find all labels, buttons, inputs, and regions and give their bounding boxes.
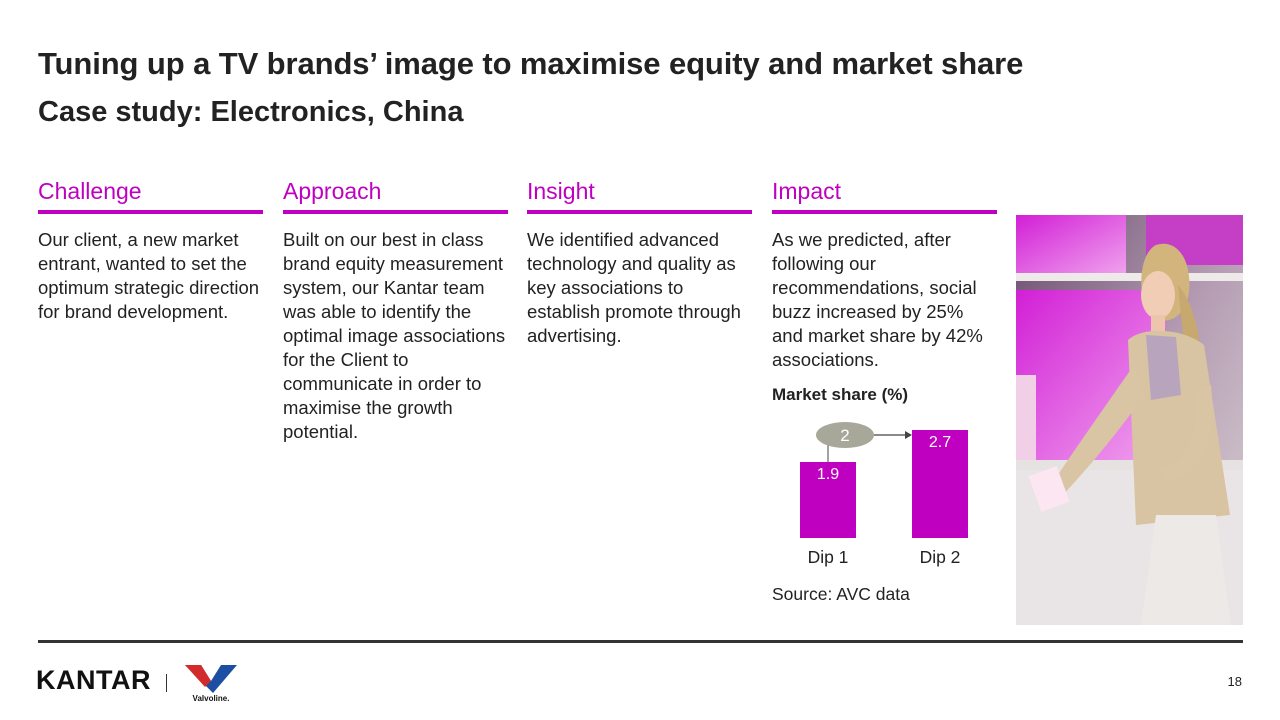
source-note: Source: AVC data: [772, 584, 910, 604]
shopper-tv-store-photo: [1016, 215, 1243, 625]
insight-column: Insight We identified advanced technolog…: [527, 176, 752, 348]
approach-text: Built on our best in class brand equity …: [283, 229, 506, 442]
page-title: Tuning up a TV brands’ image to maximise…: [38, 46, 1024, 81]
kantar-logo: KANTAR: [36, 665, 151, 695]
footer-divider: [38, 640, 1243, 643]
page-subtitle: Case study: Electronics, China: [38, 96, 464, 128]
bar-value-label-2: 2.7: [929, 434, 951, 451]
market-share-chart-svg: 1.9 Dip 1 2.7 Dip 2 2: [800, 422, 968, 567]
market-share-chart: 1.9 Dip 1 2.7 Dip 2 2: [772, 412, 1002, 572]
annotation-bubble: [816, 422, 874, 448]
insight-heading: Insight: [527, 176, 752, 214]
approach-column: Approach Built on our best in class bran…: [283, 176, 508, 444]
challenge-column: Challenge Our client, a new market entra…: [38, 176, 263, 324]
chart-title: Market share (%): [772, 385, 909, 404]
page-number: 18: [1227, 674, 1242, 689]
logo-separator: [166, 674, 167, 692]
category-label-2: Dip 2: [920, 547, 961, 567]
challenge-heading: Challenge: [38, 176, 263, 214]
impact-heading: Impact: [772, 176, 997, 214]
bar-value-label-1: 1.9: [817, 466, 839, 483]
annotation-label: 2: [840, 426, 849, 445]
approach-heading: Approach: [283, 176, 508, 214]
category-label-1: Dip 1: [808, 547, 849, 567]
bar-1: [800, 462, 856, 538]
impact-column: Impact As we predicted, after following …: [772, 176, 997, 372]
annotation-arrow-head: [905, 431, 912, 439]
impact-text: As we predicted, after following our rec…: [772, 229, 983, 370]
challenge-text: Our client, a new market entrant, wanted…: [38, 229, 260, 322]
bar-2: [912, 430, 968, 538]
valvoline-wordmark: Valvoline.: [193, 694, 230, 703]
valvoline-logo: Valvoline.: [183, 663, 239, 703]
insight-text: We identified advanced technology and qu…: [527, 229, 741, 346]
